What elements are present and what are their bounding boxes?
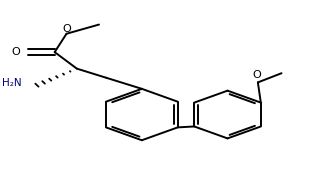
Text: O: O	[63, 24, 72, 34]
Text: O: O	[11, 47, 20, 57]
Text: H₂N: H₂N	[2, 78, 21, 88]
Text: O: O	[252, 70, 261, 80]
